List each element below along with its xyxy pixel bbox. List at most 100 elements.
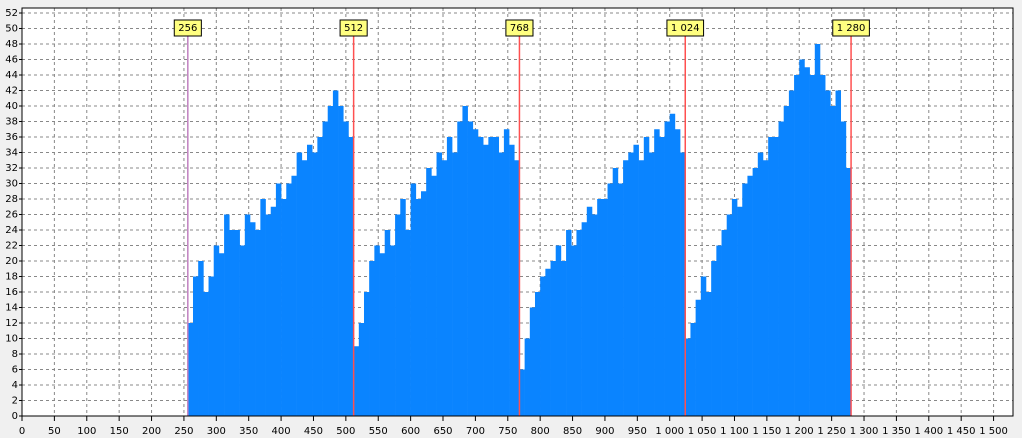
marker-label: 256 — [178, 23, 197, 34]
bar — [768, 137, 774, 416]
y-tick-label: 52 — [5, 8, 18, 19]
x-tick-label: 700 — [466, 426, 485, 437]
bar — [752, 168, 759, 416]
bar — [446, 137, 453, 416]
x-tick-label: 300 — [207, 426, 226, 437]
y-tick-label: 50 — [5, 24, 18, 35]
bar — [389, 245, 396, 416]
bar — [623, 160, 629, 416]
x-tick-label: 1 100 — [720, 426, 749, 437]
bar — [379, 253, 386, 416]
bar — [327, 106, 334, 416]
bar — [234, 230, 240, 416]
marker-label: 1 024 — [671, 23, 700, 34]
bar — [835, 90, 842, 416]
bar — [431, 175, 437, 416]
bar — [467, 121, 474, 416]
bar — [524, 338, 531, 416]
y-tick-label: 2 — [12, 396, 18, 407]
bar — [249, 222, 256, 416]
y-tick-label: 10 — [5, 334, 18, 345]
bar — [457, 121, 463, 416]
x-tick-label: 250 — [174, 426, 193, 437]
bar — [680, 152, 686, 416]
bar — [203, 292, 209, 416]
bar — [705, 292, 712, 416]
y-tick-label: 46 — [5, 55, 18, 66]
bar — [374, 245, 380, 416]
x-tick-label: 1 050 — [688, 426, 717, 437]
bar — [560, 261, 567, 416]
bar — [358, 323, 365, 416]
bar — [762, 160, 769, 416]
bar — [602, 199, 608, 416]
bar — [229, 230, 235, 416]
bar — [690, 323, 696, 416]
bar — [291, 175, 297, 416]
bar — [545, 268, 551, 416]
x-tick-label: 1 250 — [817, 426, 846, 437]
bar — [415, 199, 422, 416]
x-tick-label: 800 — [531, 426, 550, 437]
y-tick-label: 44 — [5, 70, 18, 81]
bar — [410, 183, 417, 416]
x-tick-label: 1 150 — [753, 426, 782, 437]
bar — [716, 245, 722, 416]
bar — [840, 121, 847, 416]
bar — [643, 137, 650, 416]
marker-label-box — [339, 19, 368, 37]
y-tick-label: 24 — [5, 225, 18, 236]
x-tick-label: 1 500 — [979, 426, 1008, 437]
bar — [534, 292, 541, 416]
y-tick-label: 0 — [12, 411, 18, 422]
bar — [669, 113, 676, 416]
marker-label: 768 — [510, 23, 529, 34]
plot-border — [21, 7, 1014, 417]
bar — [825, 90, 831, 416]
marker-label-box — [505, 19, 534, 37]
bar — [395, 214, 401, 416]
bar — [804, 67, 810, 416]
y-tick-label: 30 — [5, 179, 18, 190]
bar — [218, 253, 225, 416]
bar — [514, 160, 520, 416]
bar — [576, 230, 582, 416]
bar — [757, 152, 764, 416]
bar — [426, 168, 432, 416]
bar — [529, 307, 536, 416]
bar — [591, 214, 598, 416]
bar — [555, 245, 562, 416]
bar — [550, 261, 557, 416]
bar — [338, 106, 344, 416]
y-tick-label: 20 — [5, 256, 18, 267]
bar — [286, 183, 292, 416]
y-tick-label: 40 — [5, 101, 18, 112]
x-tick-label: 1 200 — [785, 426, 814, 437]
bar — [586, 206, 593, 416]
bar — [477, 137, 484, 416]
x-tick-label: 750 — [498, 426, 517, 437]
bar — [420, 191, 427, 416]
bar — [695, 299, 702, 416]
bar — [809, 75, 816, 416]
marker-label-box — [666, 19, 705, 37]
bar — [369, 261, 375, 416]
x-tick-label: 450 — [304, 426, 323, 437]
bar — [353, 346, 360, 416]
x-tick-label: 900 — [595, 426, 614, 437]
bar — [275, 183, 282, 416]
marker-label: 512 — [344, 23, 363, 34]
bar — [794, 75, 800, 416]
x-tick-label: 150 — [110, 426, 129, 437]
bar — [685, 338, 691, 416]
y-tick-label: 26 — [5, 210, 18, 221]
bar — [814, 44, 821, 416]
x-tick-label: 100 — [77, 426, 96, 437]
bar — [628, 152, 634, 416]
bar — [845, 168, 852, 416]
bar — [255, 230, 261, 416]
bar — [317, 137, 323, 416]
bar — [296, 152, 303, 416]
y-tick-label: 4 — [12, 380, 18, 391]
